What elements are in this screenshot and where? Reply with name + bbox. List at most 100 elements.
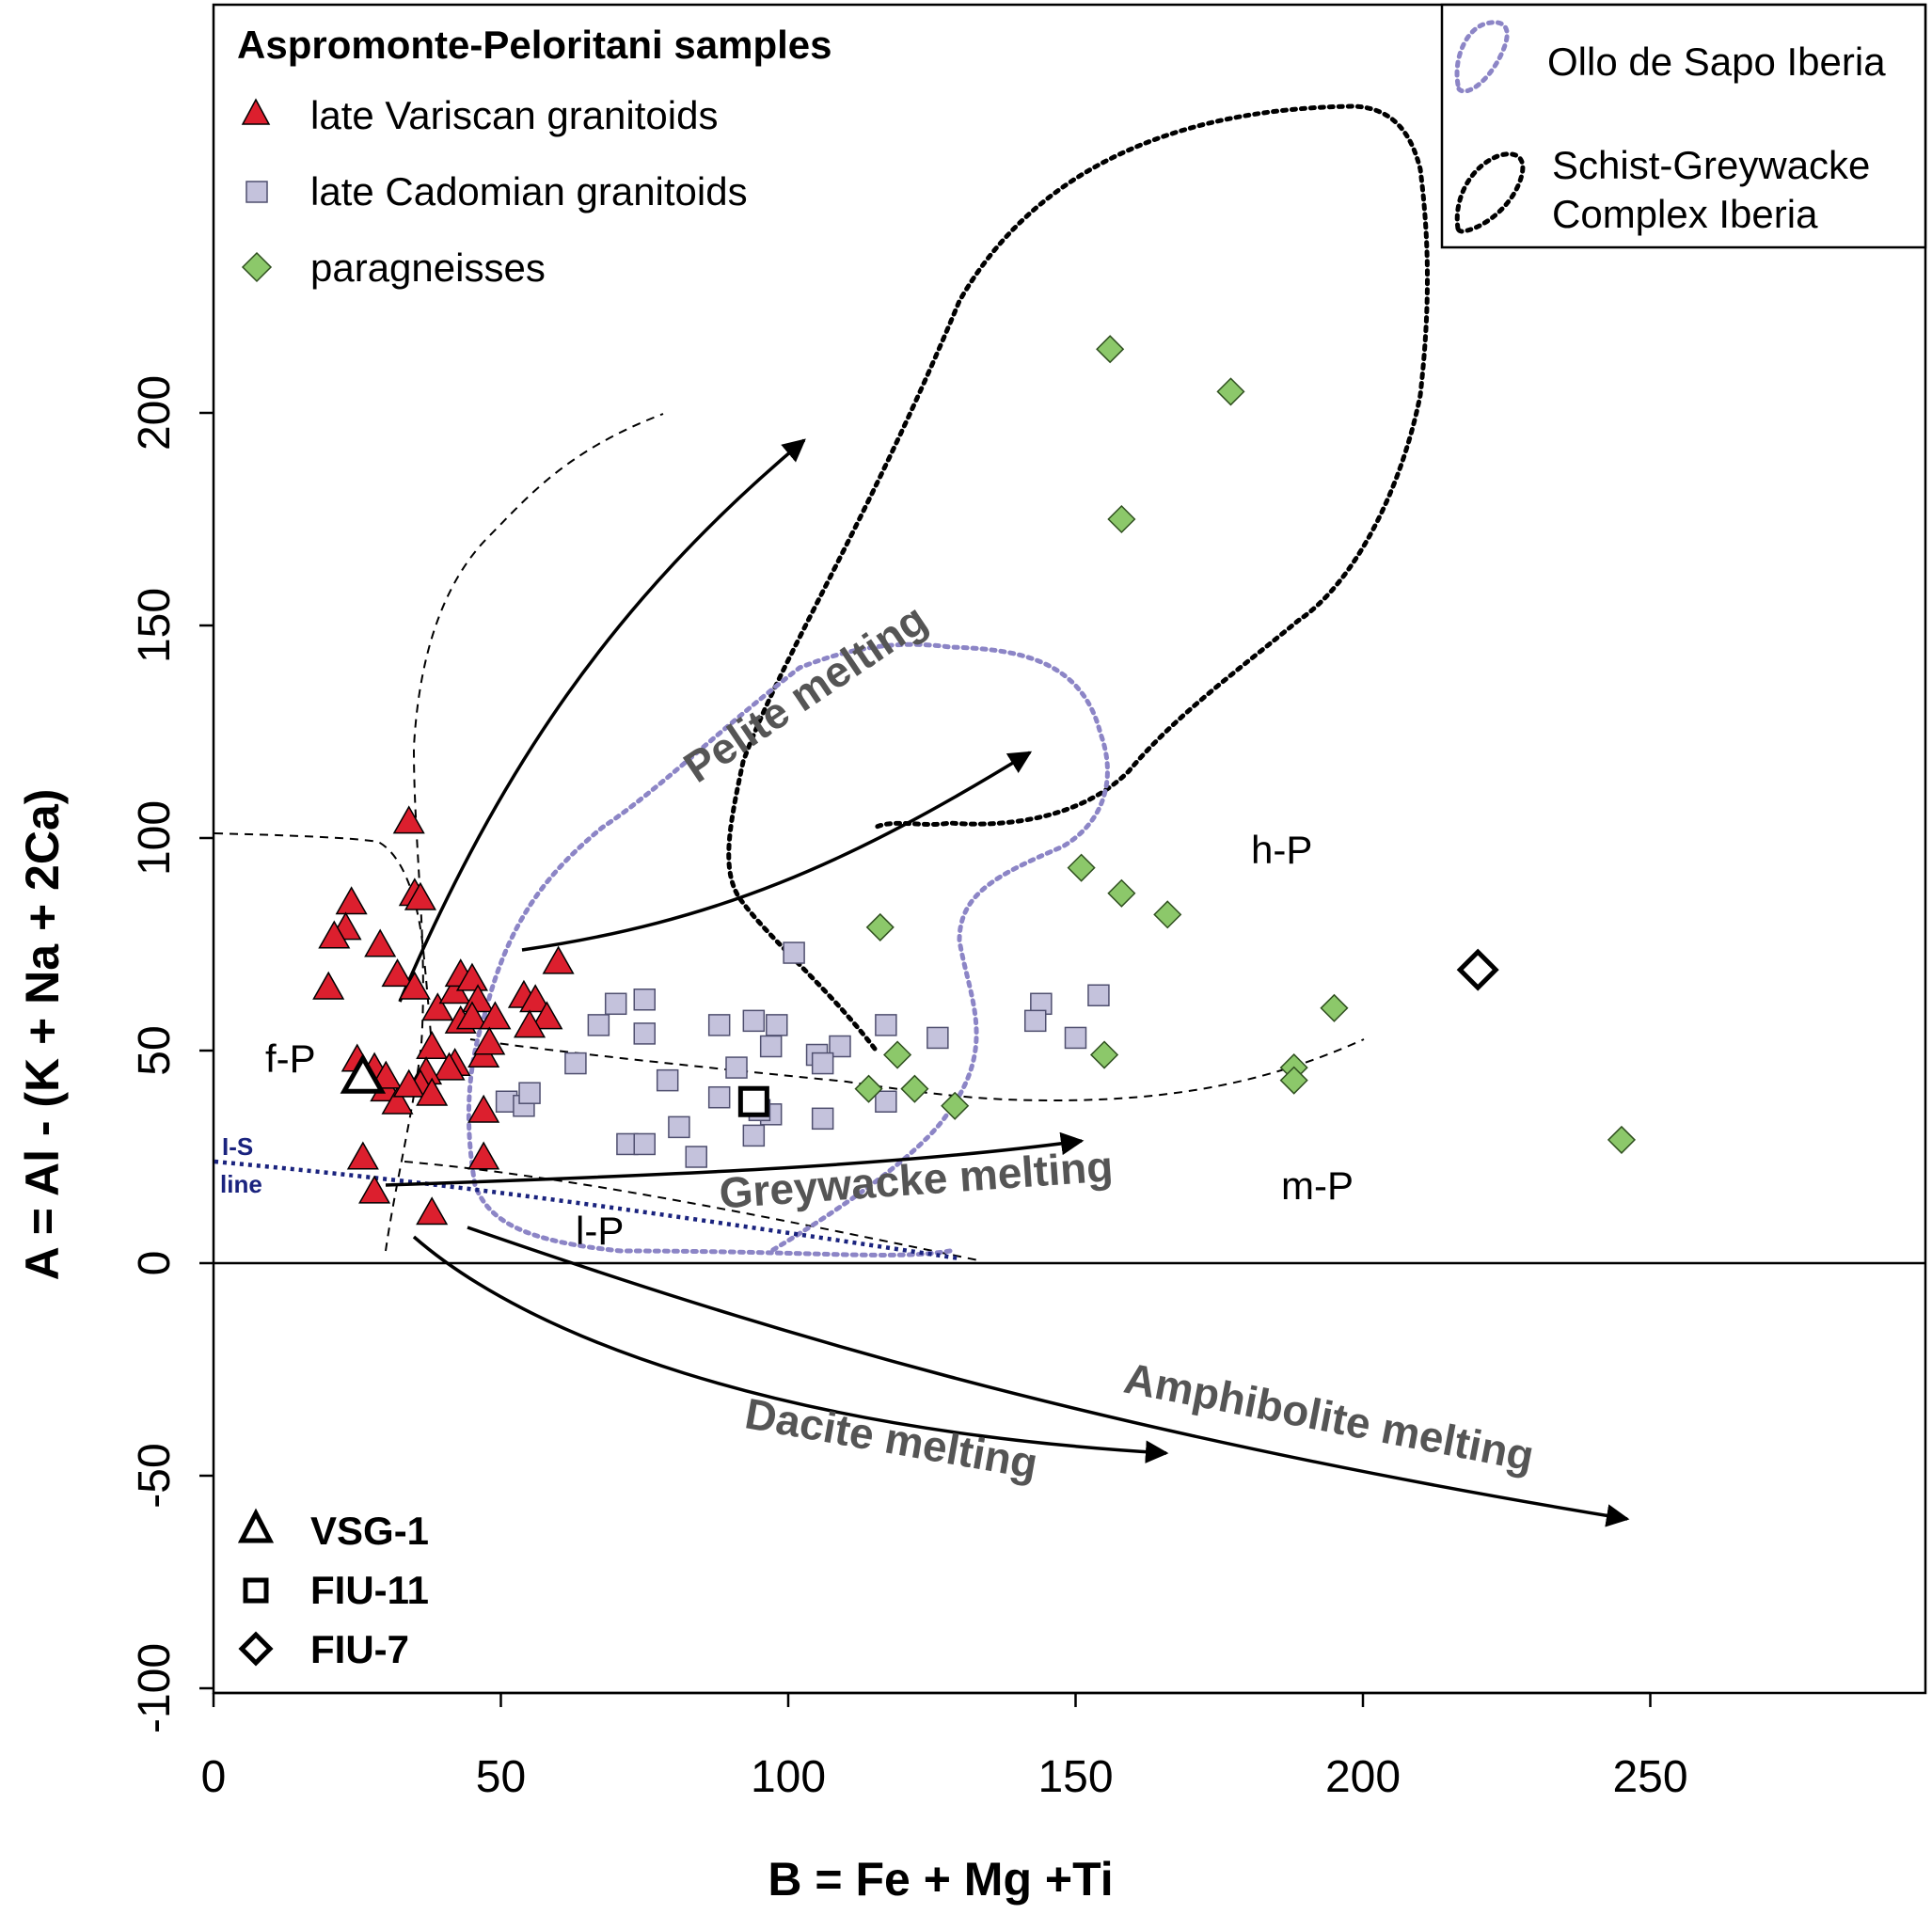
paragneiss-point bbox=[1067, 853, 1096, 882]
variscan-point bbox=[381, 958, 414, 988]
fiu-7-point bbox=[1456, 948, 1499, 991]
cadomian-point bbox=[759, 1035, 783, 1058]
greywacke-arrow bbox=[385, 1131, 1085, 1187]
amphibolite-arrow bbox=[467, 1226, 1630, 1527]
variscan-point bbox=[346, 1141, 379, 1170]
legend-ollo-de-sapo: Ollo de Sapo Iberia bbox=[1547, 40, 1886, 84]
legend-title: Aspromonte-Peloritani samples bbox=[237, 23, 831, 67]
variscan-point bbox=[381, 1085, 414, 1115]
reference-legend-box bbox=[1440, 3, 1927, 249]
legend-fiu11: FIU-11 bbox=[310, 1568, 429, 1612]
paragneiss-point bbox=[1216, 377, 1245, 406]
variscan-point bbox=[467, 1094, 500, 1123]
variscan-point bbox=[421, 992, 454, 1021]
h-m-boundary bbox=[469, 1038, 1365, 1102]
f-p-boundary-upper bbox=[214, 832, 434, 1059]
l-p-boundary bbox=[404, 1161, 979, 1261]
legend-schist-greywacke-1: Schist-Greywacke bbox=[1552, 143, 1870, 187]
legend-square-icon bbox=[245, 181, 268, 203]
y-tick-label: -100 bbox=[130, 1643, 180, 1733]
cadomian-point bbox=[783, 941, 805, 964]
cadomian-point bbox=[685, 1146, 707, 1168]
legend-fiu7: FIU-7 bbox=[310, 1627, 409, 1671]
x-tick-label: 200 bbox=[1325, 1752, 1401, 1802]
field-label-m-p: m-P bbox=[1281, 1163, 1354, 1208]
cadomian-point bbox=[1064, 1026, 1087, 1050]
paragneiss-point bbox=[1107, 504, 1136, 534]
i-s-line-label-bottom: line bbox=[220, 1170, 262, 1198]
y-axis-title: A = Al - (K + Na + 2Ca) bbox=[16, 789, 69, 1281]
variscan-point bbox=[519, 984, 552, 1013]
amphibolite-melting-label: Amphibolite melting bbox=[1120, 1353, 1538, 1480]
cadomian-point bbox=[926, 1026, 949, 1050]
fiu7-legend-icon bbox=[238, 1631, 274, 1667]
x-tick-label: 50 bbox=[476, 1752, 526, 1802]
cadomian-point bbox=[1087, 984, 1110, 1006]
trend-arrows bbox=[385, 438, 1630, 1527]
cadomian-point bbox=[829, 1035, 851, 1058]
variscan-point bbox=[479, 1001, 512, 1030]
variscan-point bbox=[433, 1052, 466, 1081]
legend-diamond-icon bbox=[241, 251, 273, 283]
fiu-11-point bbox=[737, 1085, 769, 1117]
special-samples bbox=[340, 948, 1499, 1117]
y-tick-label: -50 bbox=[130, 1443, 180, 1508]
dacite-melting-label: Dacite melting bbox=[741, 1388, 1041, 1488]
variscan-point bbox=[455, 1001, 488, 1030]
x-tick-label: 250 bbox=[1612, 1752, 1687, 1802]
field-label-h-p: h-P bbox=[1251, 828, 1312, 872]
field-label-f-p: f-P bbox=[265, 1036, 316, 1081]
i-s-line-label-top: I-S bbox=[222, 1132, 253, 1161]
legend-schist-greywacke-2: Complex Iberia bbox=[1552, 192, 1818, 236]
paragneiss-point bbox=[1320, 993, 1349, 1022]
cadomian-point bbox=[875, 1014, 897, 1036]
paragneiss-point bbox=[900, 1074, 929, 1103]
variscan-point bbox=[318, 920, 351, 949]
legend-vsg1: VSG-1 bbox=[310, 1509, 429, 1553]
cadomian-point bbox=[742, 1124, 766, 1147]
pelite-arrow-lower bbox=[521, 751, 1033, 952]
legend-triangle-icon bbox=[241, 98, 271, 125]
paragneiss-point bbox=[1089, 1040, 1119, 1069]
variscan-point bbox=[364, 928, 397, 957]
variscan-point bbox=[514, 1009, 546, 1038]
cadomian-point bbox=[656, 1068, 679, 1092]
i-s-line bbox=[214, 1159, 960, 1261]
cadomian-point bbox=[707, 1014, 731, 1036]
paragneiss-point bbox=[865, 912, 895, 941]
cadomian-point bbox=[1023, 1009, 1047, 1033]
f-p-left-boundary bbox=[385, 413, 664, 1252]
cadomian-point bbox=[707, 1085, 731, 1109]
variscan-point bbox=[416, 1077, 449, 1106]
paragneiss-point bbox=[1096, 335, 1125, 364]
pelite-arrow-upper bbox=[398, 438, 806, 1003]
cadomian-point bbox=[587, 1014, 610, 1036]
cadomian-point bbox=[766, 1014, 788, 1036]
x-tick-label: 100 bbox=[751, 1752, 826, 1802]
paragneiss-point bbox=[941, 1091, 970, 1120]
paragneiss-point bbox=[1153, 900, 1182, 929]
x-axis-title: B = Fe + Mg +Ti bbox=[768, 1853, 1113, 1906]
samples-legend: Aspromonte-Peloritani samples late Varis… bbox=[237, 23, 831, 290]
paragneiss-point bbox=[883, 1040, 912, 1069]
data-points bbox=[312, 335, 1637, 1226]
cadomian-point bbox=[633, 989, 656, 1011]
cadomian-point bbox=[811, 1052, 834, 1075]
vsg-1-point bbox=[340, 1053, 387, 1094]
paragneiss-point bbox=[1279, 1066, 1308, 1095]
variscan-point bbox=[455, 962, 488, 991]
ollo-legend-icon bbox=[1454, 20, 1510, 94]
field-label-l-p: l-P bbox=[576, 1209, 624, 1253]
variscan-point bbox=[398, 971, 431, 1000]
variscan-point bbox=[392, 805, 425, 834]
y-tick-label: 150 bbox=[130, 588, 180, 663]
field-boundaries bbox=[214, 413, 1365, 1261]
y-tick-label: 50 bbox=[130, 1025, 180, 1075]
variscan-point bbox=[335, 886, 368, 915]
schist-greywacke-field bbox=[726, 103, 1430, 1052]
variscan-point bbox=[473, 1026, 506, 1055]
y-tick-label: 200 bbox=[130, 375, 180, 451]
cadomian-point bbox=[811, 1107, 834, 1131]
x-tick-label: 150 bbox=[1037, 1752, 1113, 1802]
